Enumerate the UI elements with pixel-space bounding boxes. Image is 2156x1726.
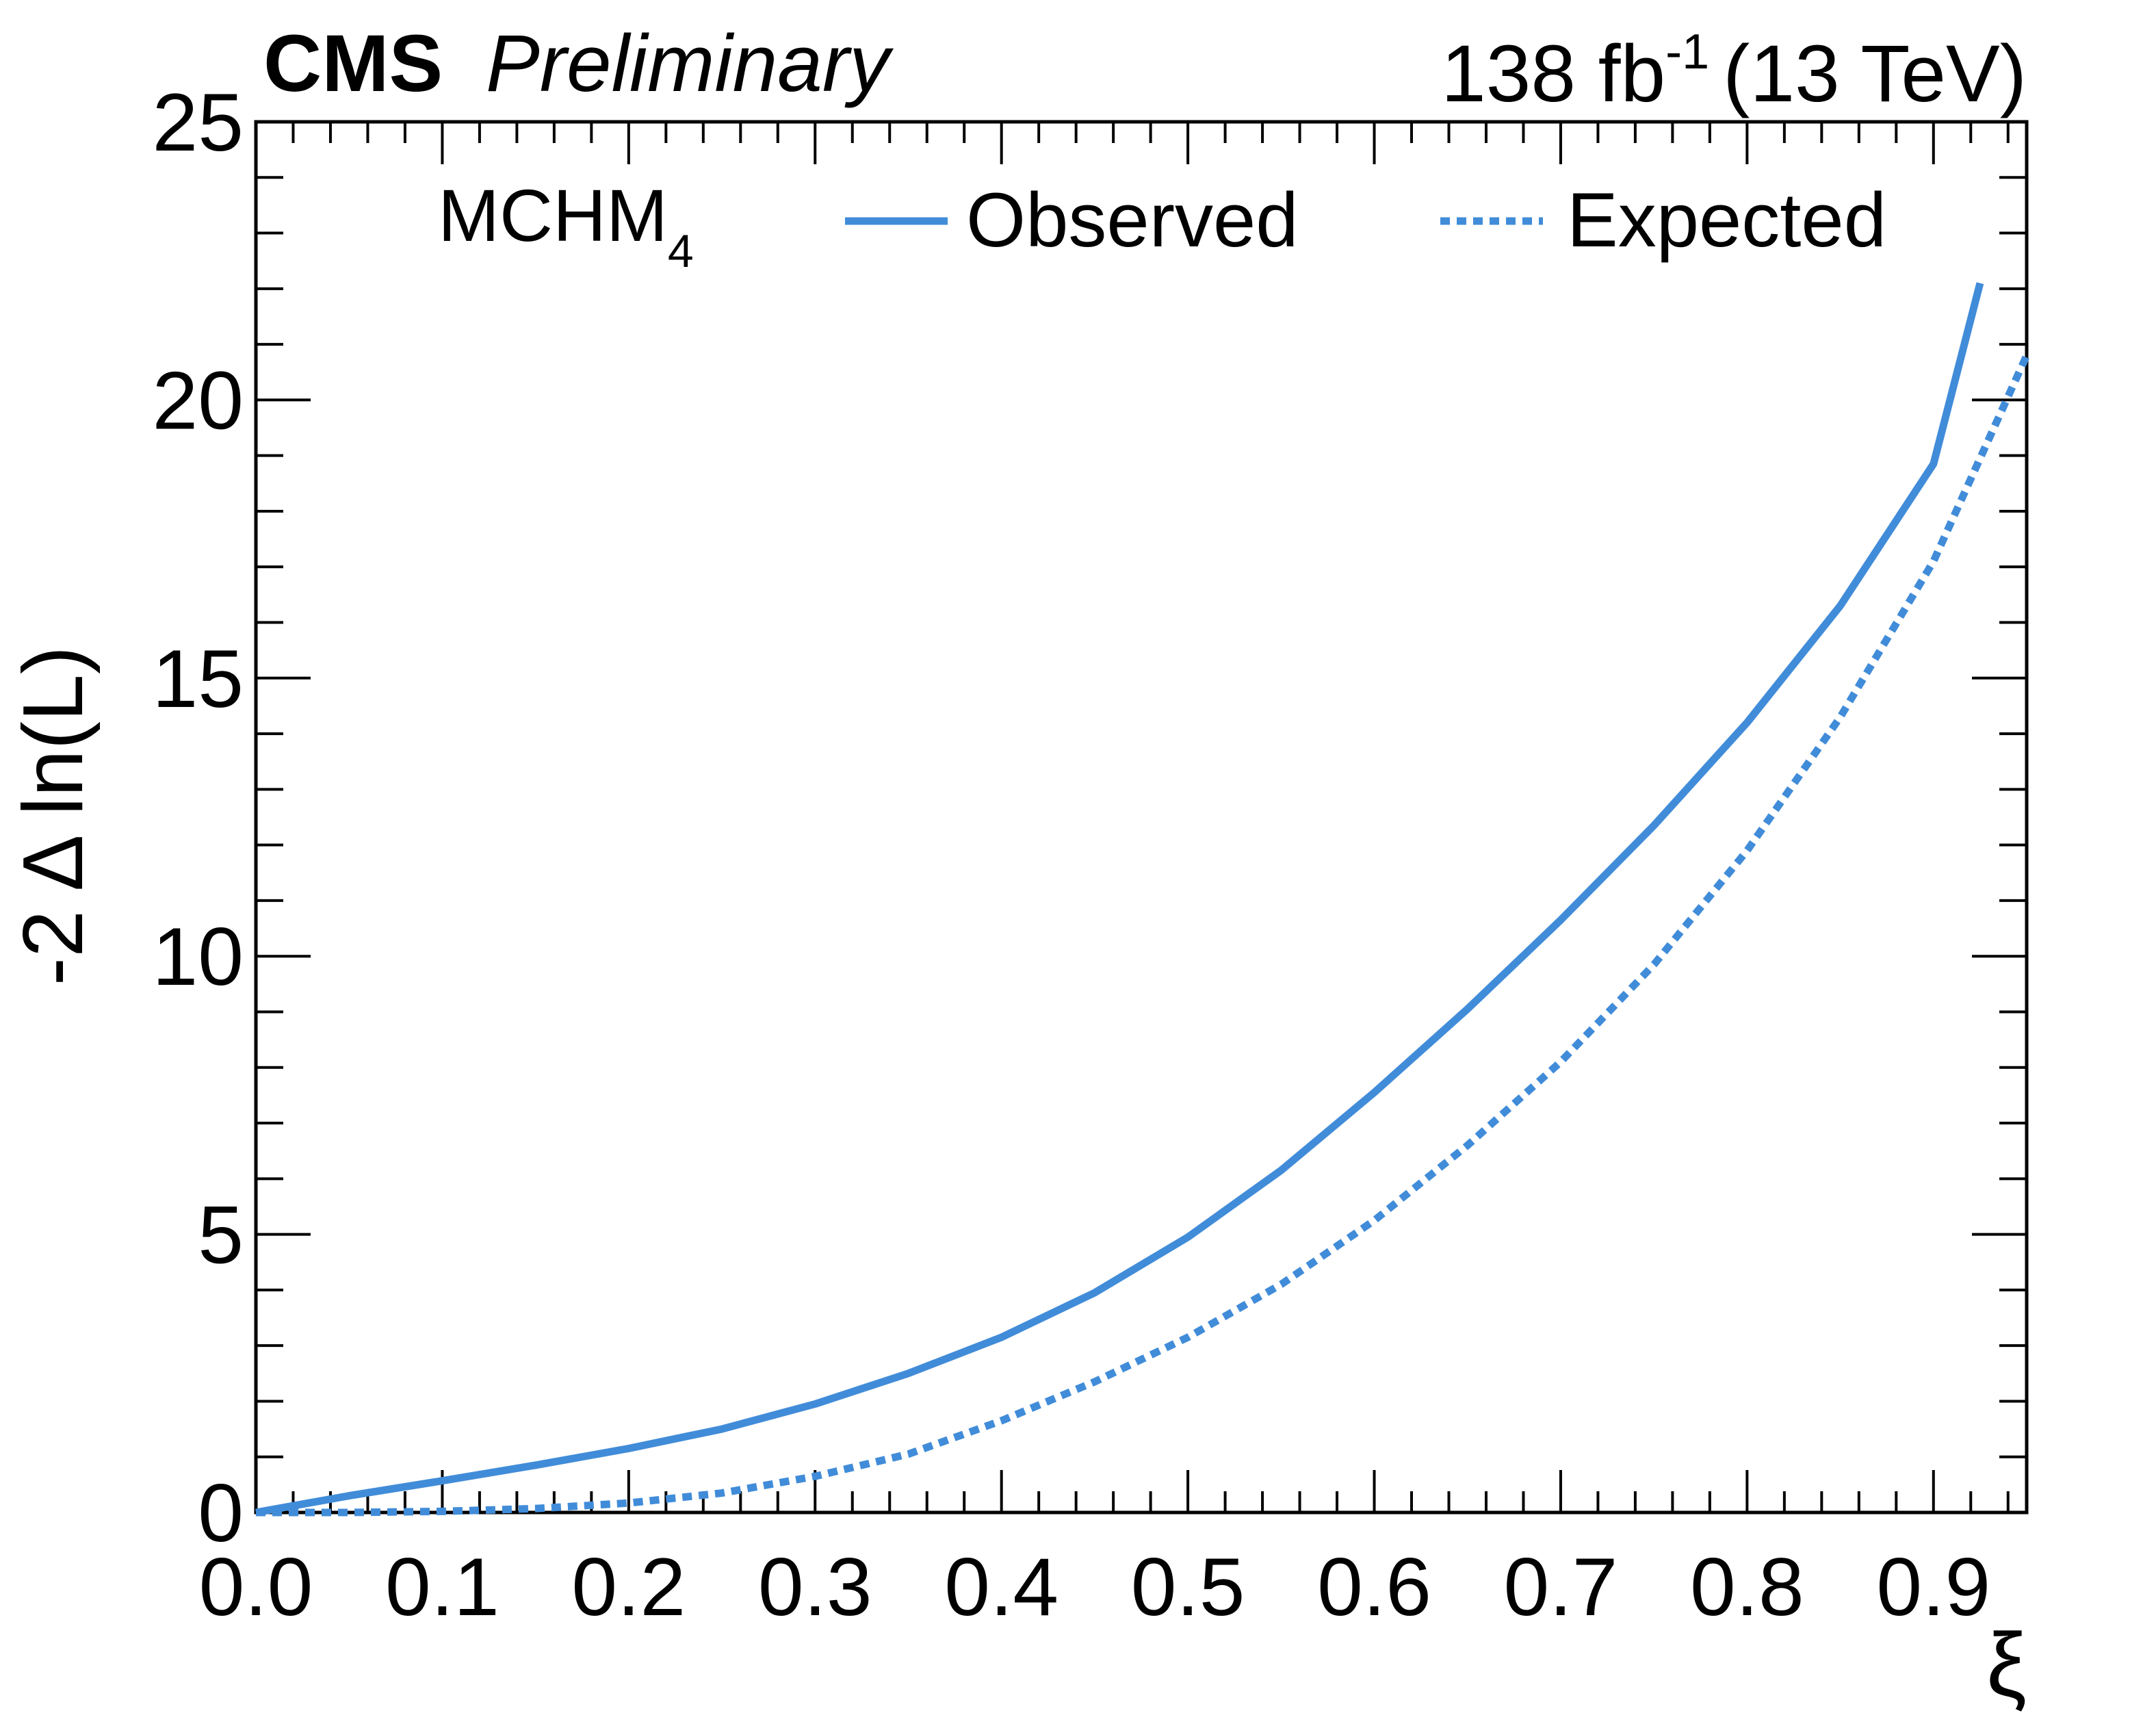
lumi-value: 138 fb xyxy=(1441,29,1665,119)
model-subscript: 4 xyxy=(668,225,694,277)
svg-text:CMS Preliminary: CMS Preliminary xyxy=(263,18,894,109)
lumi-exponent: -1 xyxy=(1665,25,1709,79)
legend-observed-label: Observed xyxy=(966,177,1299,263)
series-observed-line xyxy=(255,282,1984,1517)
lumi-energy-label: 138 fb-1 (13 TeV) xyxy=(1441,25,2027,119)
plot-frame xyxy=(254,120,2029,1515)
x-tick-label: 0.4 xyxy=(944,1541,1058,1633)
x-tick-label: 0.3 xyxy=(758,1541,872,1633)
y-tick-label: 15 xyxy=(153,633,244,725)
y-tick-labels: 0 5 10 15 20 25 xyxy=(153,77,244,1559)
x-tick-label: 0.8 xyxy=(1690,1541,1804,1633)
experiment-label: CMS xyxy=(263,18,443,109)
y-tick-label: 10 xyxy=(153,911,244,1003)
legend: MCHM4 Observed Expected xyxy=(438,174,1886,277)
y-axis-label: -2 Δ ln(L) xyxy=(6,646,101,986)
y-tick-label: 0 xyxy=(198,1467,244,1559)
y-tick-label: 25 xyxy=(153,77,244,168)
x-tick-label: 0.1 xyxy=(385,1541,499,1633)
x-axis-label: ξ xyxy=(1986,1614,2027,1715)
x-tick-label: 0.2 xyxy=(571,1541,686,1633)
x-tick-label: 0.9 xyxy=(1876,1541,1990,1633)
series-expected-line xyxy=(256,354,2031,1517)
x-tick-label: 0.6 xyxy=(1317,1541,1431,1633)
y-tick-label: 5 xyxy=(198,1189,244,1281)
x-tick-labels: 0.0 0.1 0.2 0.3 0.4 0.5 0.6 0.7 0.8 0.9 xyxy=(199,1541,1991,1633)
y-tick-label: 20 xyxy=(153,355,244,446)
energy-label: (13 TeV) xyxy=(1723,29,2027,119)
series-layer xyxy=(255,282,2031,1517)
x-tick-label: 0.7 xyxy=(1504,1541,1618,1633)
axis-ticks xyxy=(255,120,2027,1514)
model-label: MCHM4 xyxy=(438,174,694,277)
status-label: Preliminary xyxy=(486,18,894,109)
x-tick-label: 0.0 xyxy=(199,1541,313,1633)
legend-expected-label: Expected xyxy=(1567,177,1886,263)
x-tick-label: 0.5 xyxy=(1131,1541,1245,1633)
